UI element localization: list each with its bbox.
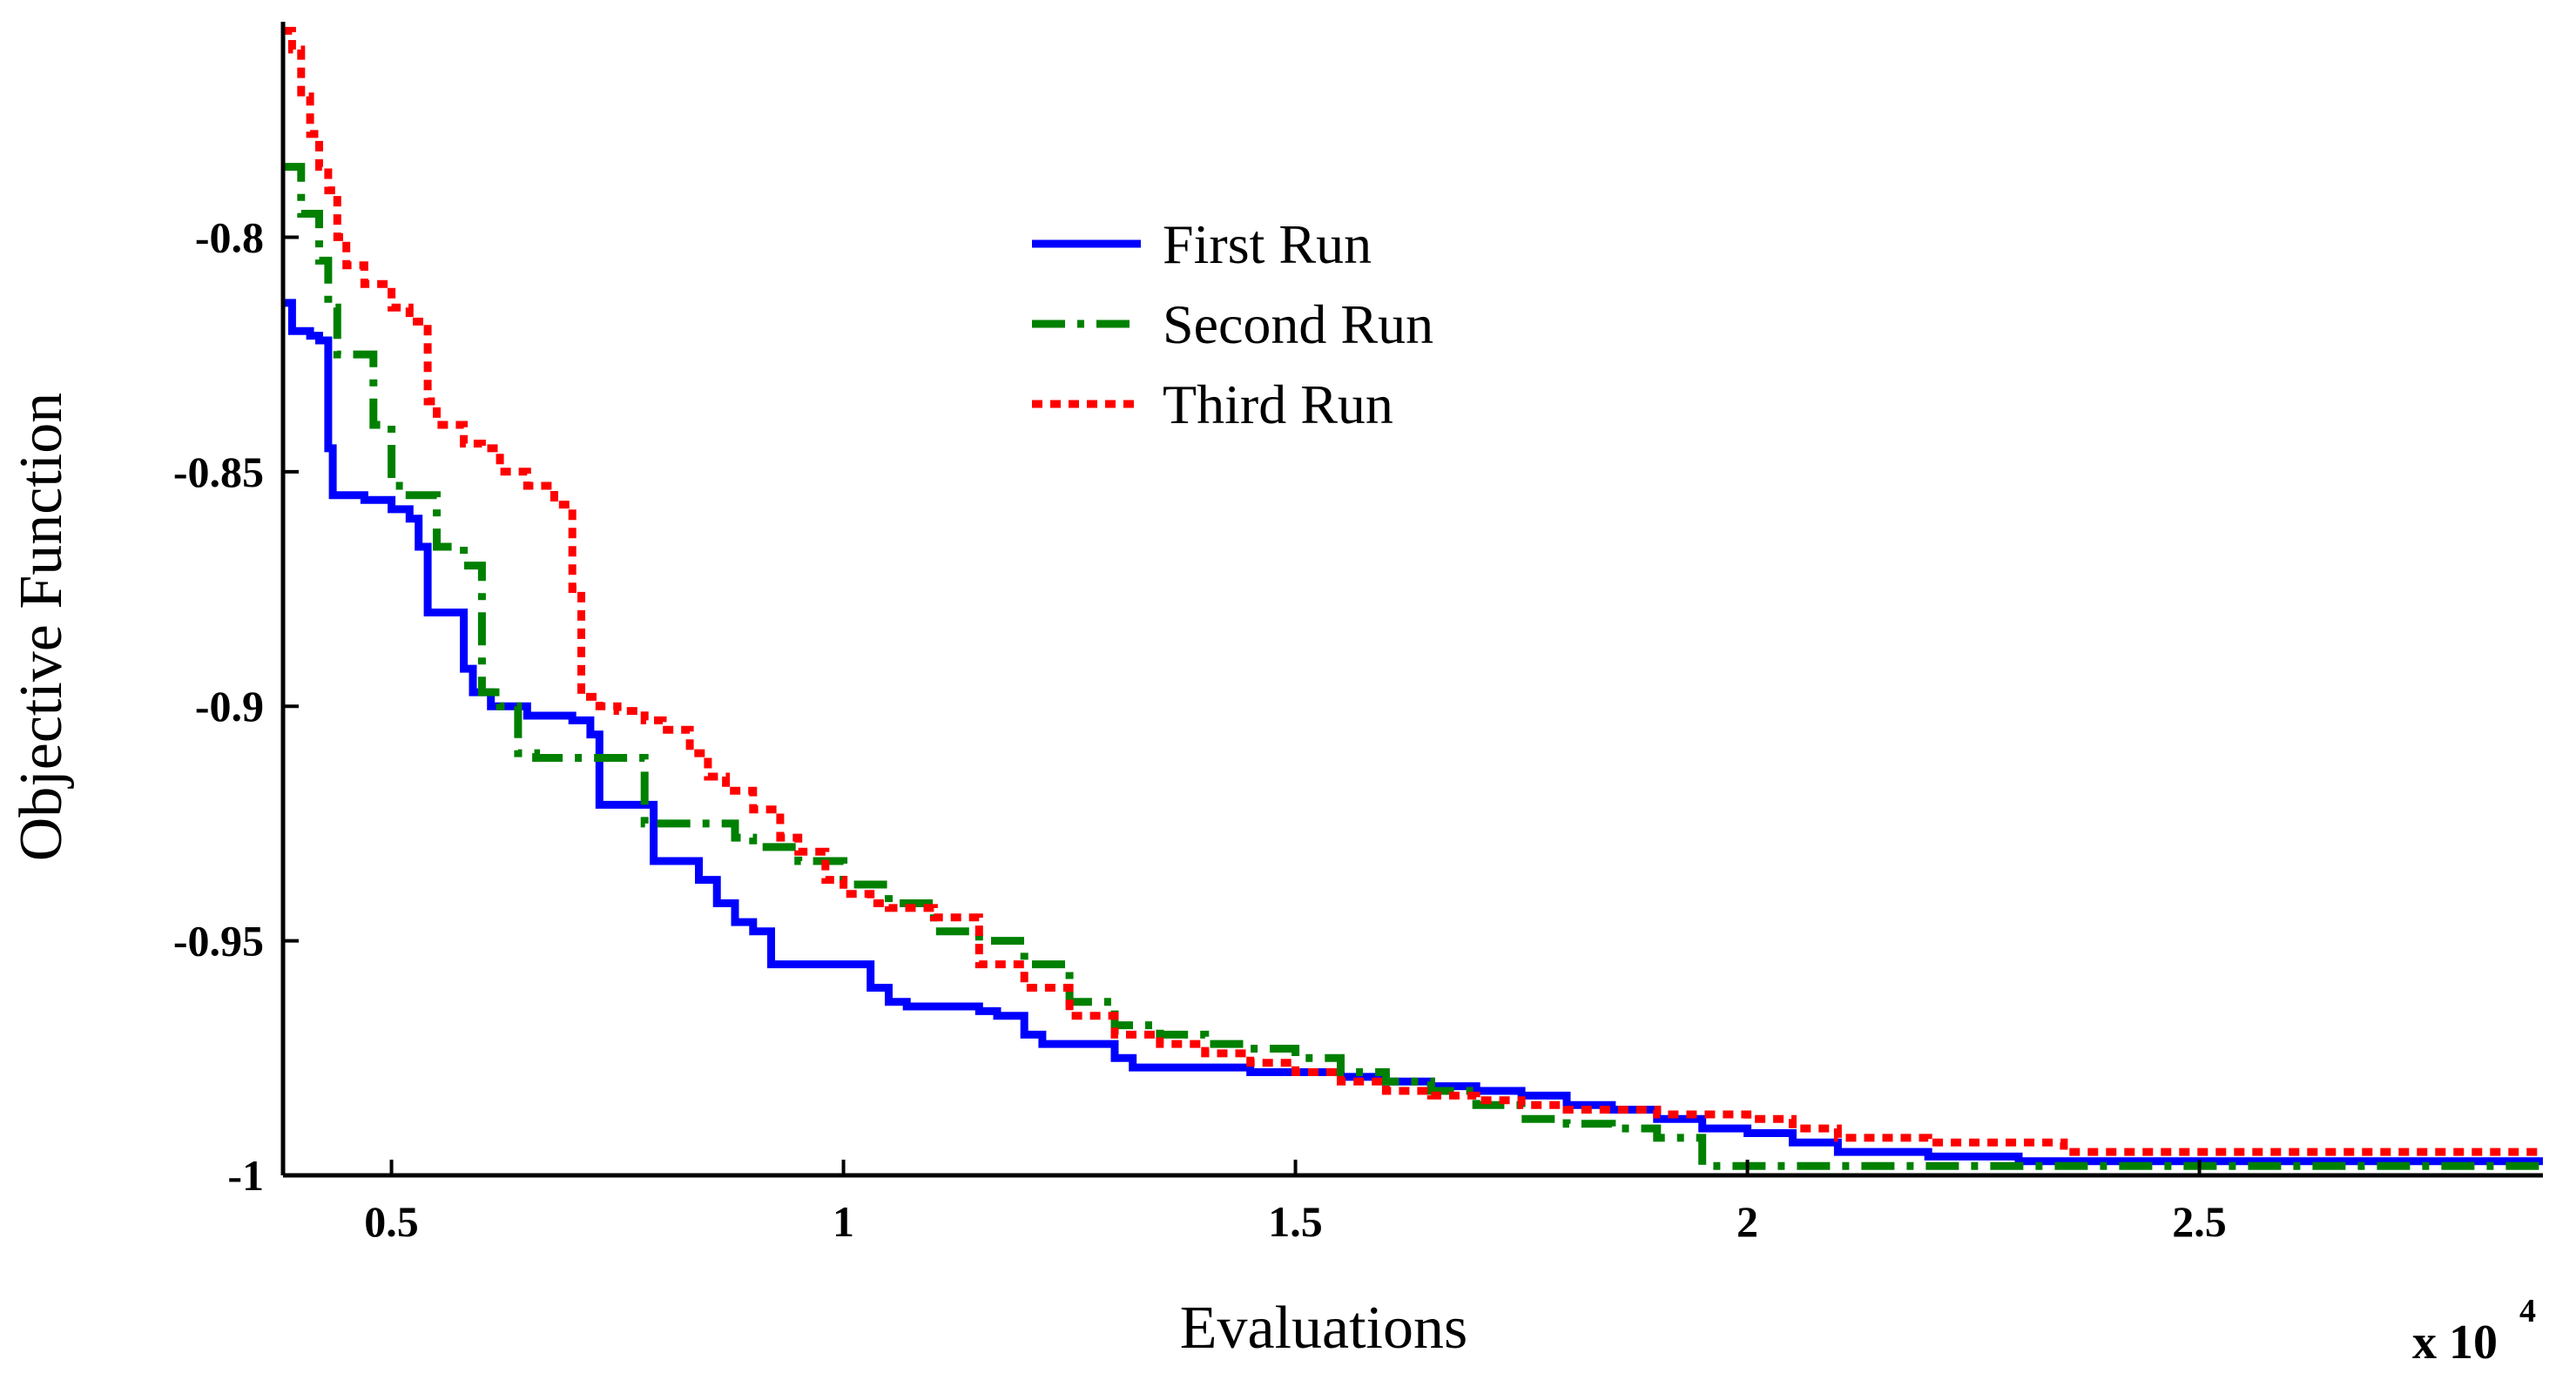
- series-layer: [283, 26, 2543, 1170]
- axes-layer: [280, 22, 2543, 1178]
- y-tick-label: -0.9: [195, 682, 264, 730]
- x-tick-label: 1: [833, 1197, 854, 1246]
- series-line-1: [283, 299, 2543, 1166]
- x-tick-label: 2: [1736, 1197, 1758, 1246]
- y-axis-label: Objective Function: [8, 393, 75, 862]
- y-tick-label: -0.85: [173, 448, 264, 496]
- legend-label-2: Second Run: [1163, 293, 1433, 355]
- ticks-layer: -0.8 -0.85 -0.9 -0.95 -1 0.5 1 1.5 2 2.5: [173, 212, 2227, 1246]
- x-axis-multiplier-base: x 10: [2412, 1316, 2498, 1369]
- x-axis-multiplier-exponent: 4: [2519, 1293, 2536, 1329]
- series-line-3: [283, 26, 2543, 1156]
- y-tick-label: -1: [227, 1151, 264, 1200]
- x-tick-label: 1.5: [1268, 1197, 1323, 1246]
- x-tick-label: 0.5: [364, 1197, 419, 1246]
- x-tick-label: 2.5: [2172, 1197, 2227, 1246]
- legend-label-1: First Run: [1163, 213, 1372, 275]
- y-tick-label: -0.8: [195, 212, 264, 261]
- legend-label-3: Third Run: [1163, 373, 1393, 435]
- x-axis-multiplier: x 10 4: [2412, 1293, 2536, 1369]
- y-tick-label: -0.95: [173, 917, 264, 966]
- x-axis-label: Evaluations: [1180, 1295, 1467, 1362]
- series-line-2: [283, 163, 2543, 1170]
- legend: First Run Second Run Third Run: [1032, 213, 1433, 435]
